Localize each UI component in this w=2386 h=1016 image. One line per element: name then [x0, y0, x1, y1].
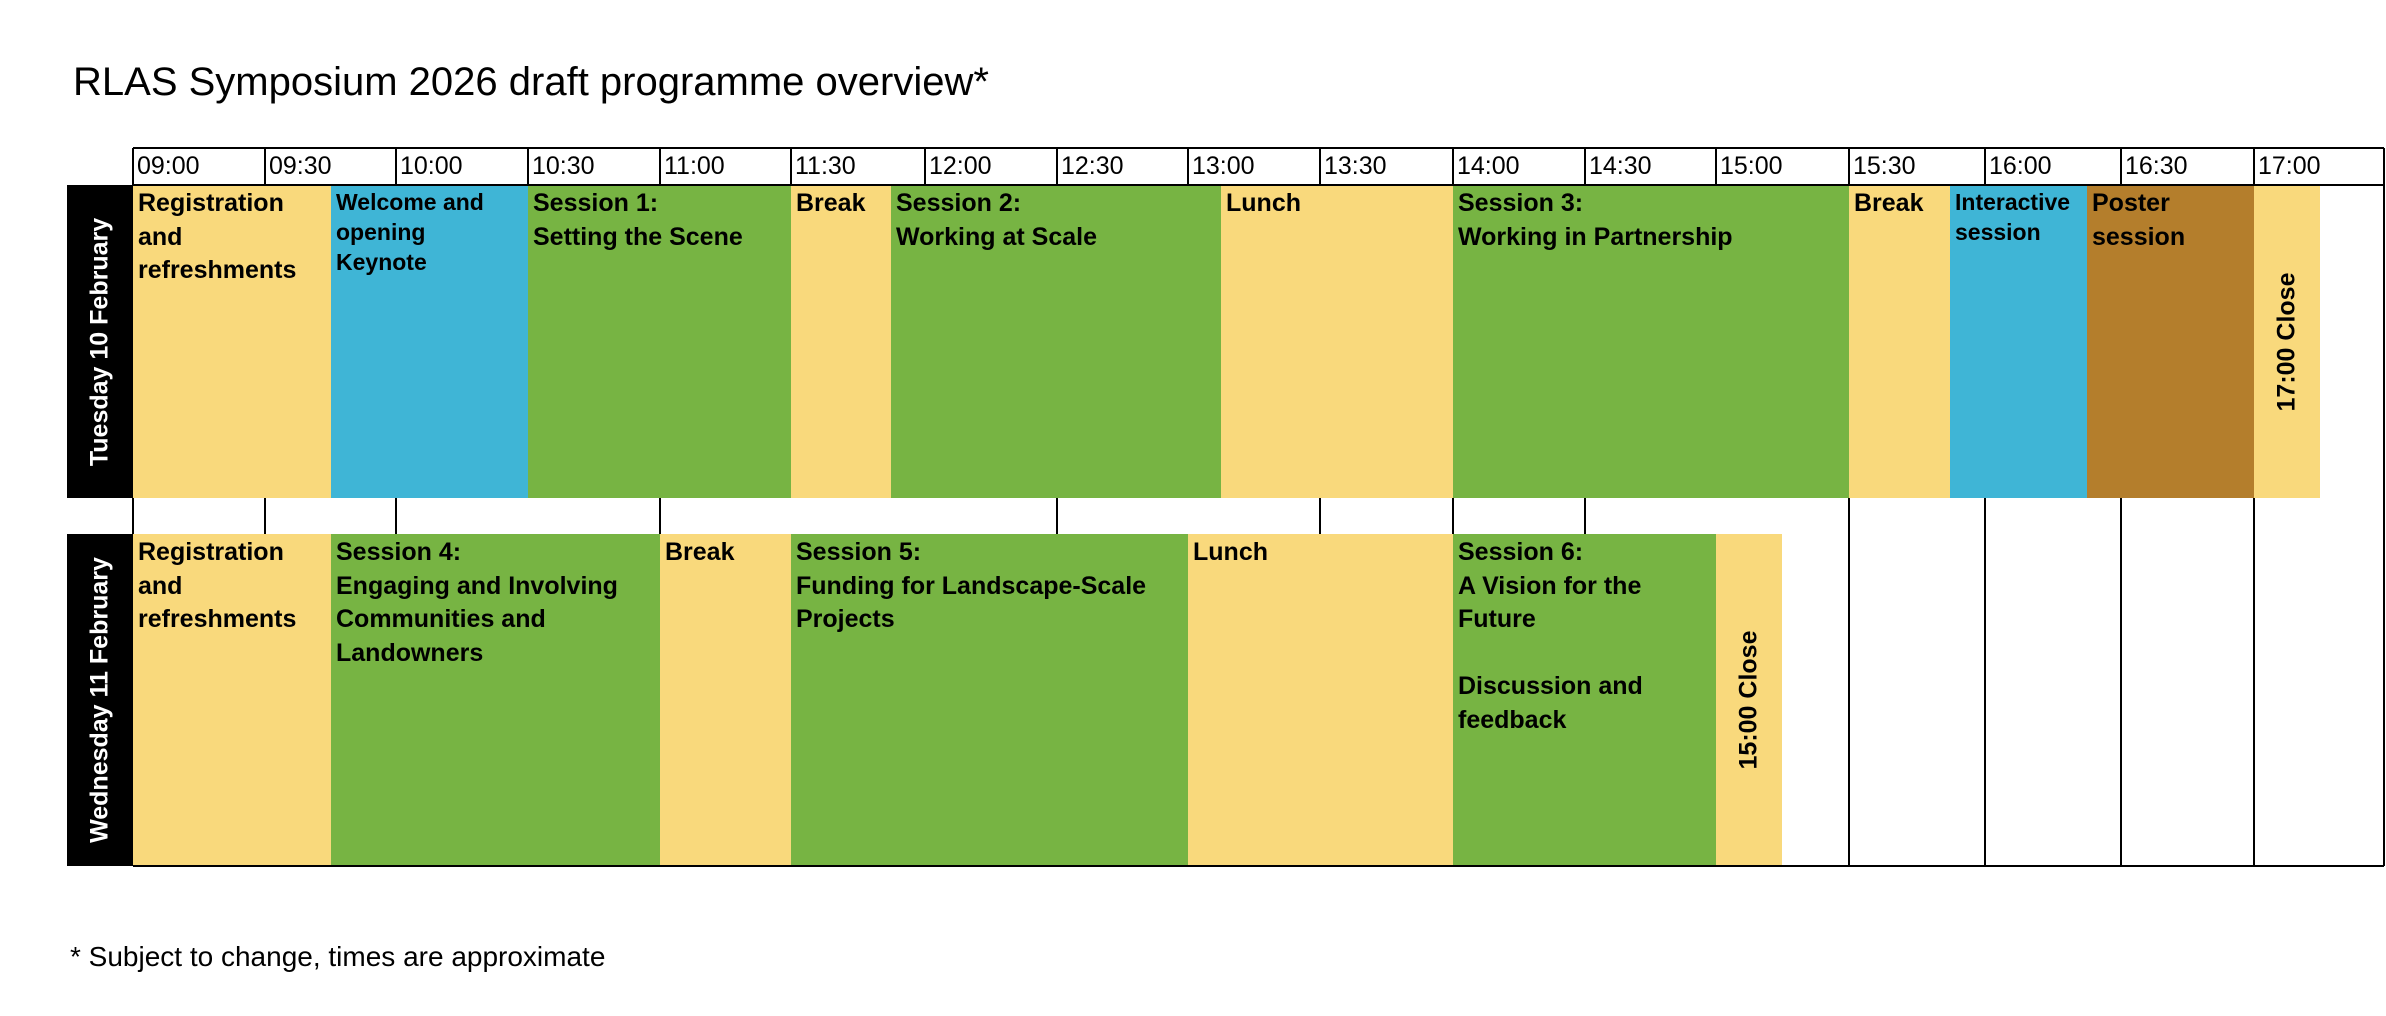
block-label: Lunch — [1193, 538, 1268, 566]
schedule-block: Session 3: Working in Partnership — [1453, 185, 1849, 498]
schedule-block: Break — [660, 534, 791, 866]
time-label: 17:00 — [2258, 152, 2321, 180]
block-label: Break — [665, 538, 735, 566]
time-label: 10:00 — [400, 152, 463, 180]
time-label: 11:00 — [664, 152, 725, 180]
time-label: 11:30 — [795, 152, 856, 180]
schedule-block: Session 6: A Vision for the Future Discu… — [1453, 534, 1716, 866]
block-label: Break — [796, 189, 866, 217]
block-label: Session 2: Working at Scale — [896, 189, 1097, 251]
schedule-block: Interactive session — [1950, 185, 2087, 498]
day-label-tuesday: Tuesday 10 February — [67, 185, 133, 498]
time-label: 13:30 — [1324, 152, 1387, 180]
time-label: 16:30 — [2125, 152, 2188, 180]
schedule-block: Session 2: Working at Scale — [891, 185, 1221, 498]
time-label: 14:30 — [1589, 152, 1652, 180]
block-label: Session 4: Engaging and Involving Commun… — [336, 538, 618, 667]
schedule-block: Poster session — [2087, 185, 2254, 498]
schedule-block: Session 5: Funding for Landscape-Scale P… — [791, 534, 1188, 866]
block-label: 15:00 Close — [1734, 630, 1763, 770]
block-label: Welcome and opening Keynote — [336, 189, 484, 275]
time-label: 13:00 — [1192, 152, 1255, 180]
schedule-block: Registration and refreshments — [133, 534, 331, 866]
schedule-block: Lunch — [1188, 534, 1453, 866]
block-label: Poster session — [2092, 189, 2186, 251]
schedule-block: Session 1: Setting the Scene — [528, 185, 791, 498]
day-label-text: Tuesday 10 February — [85, 217, 114, 466]
block-label: Registration and refreshments — [138, 189, 297, 284]
schedule-block: Break — [791, 185, 891, 498]
time-label: 10:30 — [532, 152, 595, 180]
schedule-block: Lunch — [1221, 185, 1453, 498]
time-label: 14:00 — [1457, 152, 1520, 180]
time-label: 09:30 — [269, 152, 332, 180]
footnote: * Subject to change, times are approxima… — [70, 941, 606, 972]
block-label: 17:00 Close — [2272, 272, 2301, 411]
schedule-block: Welcome and opening Keynote — [331, 185, 528, 498]
block-label: Session 6: A Vision for the Future Discu… — [1458, 538, 1643, 734]
schedule-block: 15:00 Close — [1716, 534, 1782, 866]
time-label: 16:00 — [1989, 152, 2052, 180]
schedule-block: Break — [1849, 185, 1950, 498]
block-label: Session 3: Working in Partnership — [1458, 189, 1733, 251]
schedule-block: Registration and refreshments — [133, 185, 331, 498]
block-label: Lunch — [1226, 189, 1301, 217]
page-title: RLAS Symposium 2026 draft programme over… — [73, 60, 989, 104]
time-label: 15:30 — [1853, 152, 1916, 180]
block-label: Session 5: Funding for Landscape-Scale P… — [796, 538, 1147, 633]
time-label: 09:00 — [137, 152, 200, 180]
time-label: 12:30 — [1061, 152, 1124, 180]
time-label: 15:00 — [1720, 152, 1783, 180]
time-label: 12:00 — [929, 152, 992, 180]
block-label: Session 1: Setting the Scene — [533, 189, 743, 251]
day-label-wednesday: Wednesday 11 February — [67, 534, 133, 866]
block-label: Registration and refreshments — [138, 538, 297, 633]
schedule-block: 17:00 Close — [2254, 185, 2320, 498]
block-label: Break — [1854, 189, 1924, 217]
block-label: Interactive session — [1955, 189, 2071, 245]
day-label-text: Wednesday 11 February — [85, 557, 114, 843]
schedule-block: Session 4: Engaging and Involving Commun… — [331, 534, 660, 866]
